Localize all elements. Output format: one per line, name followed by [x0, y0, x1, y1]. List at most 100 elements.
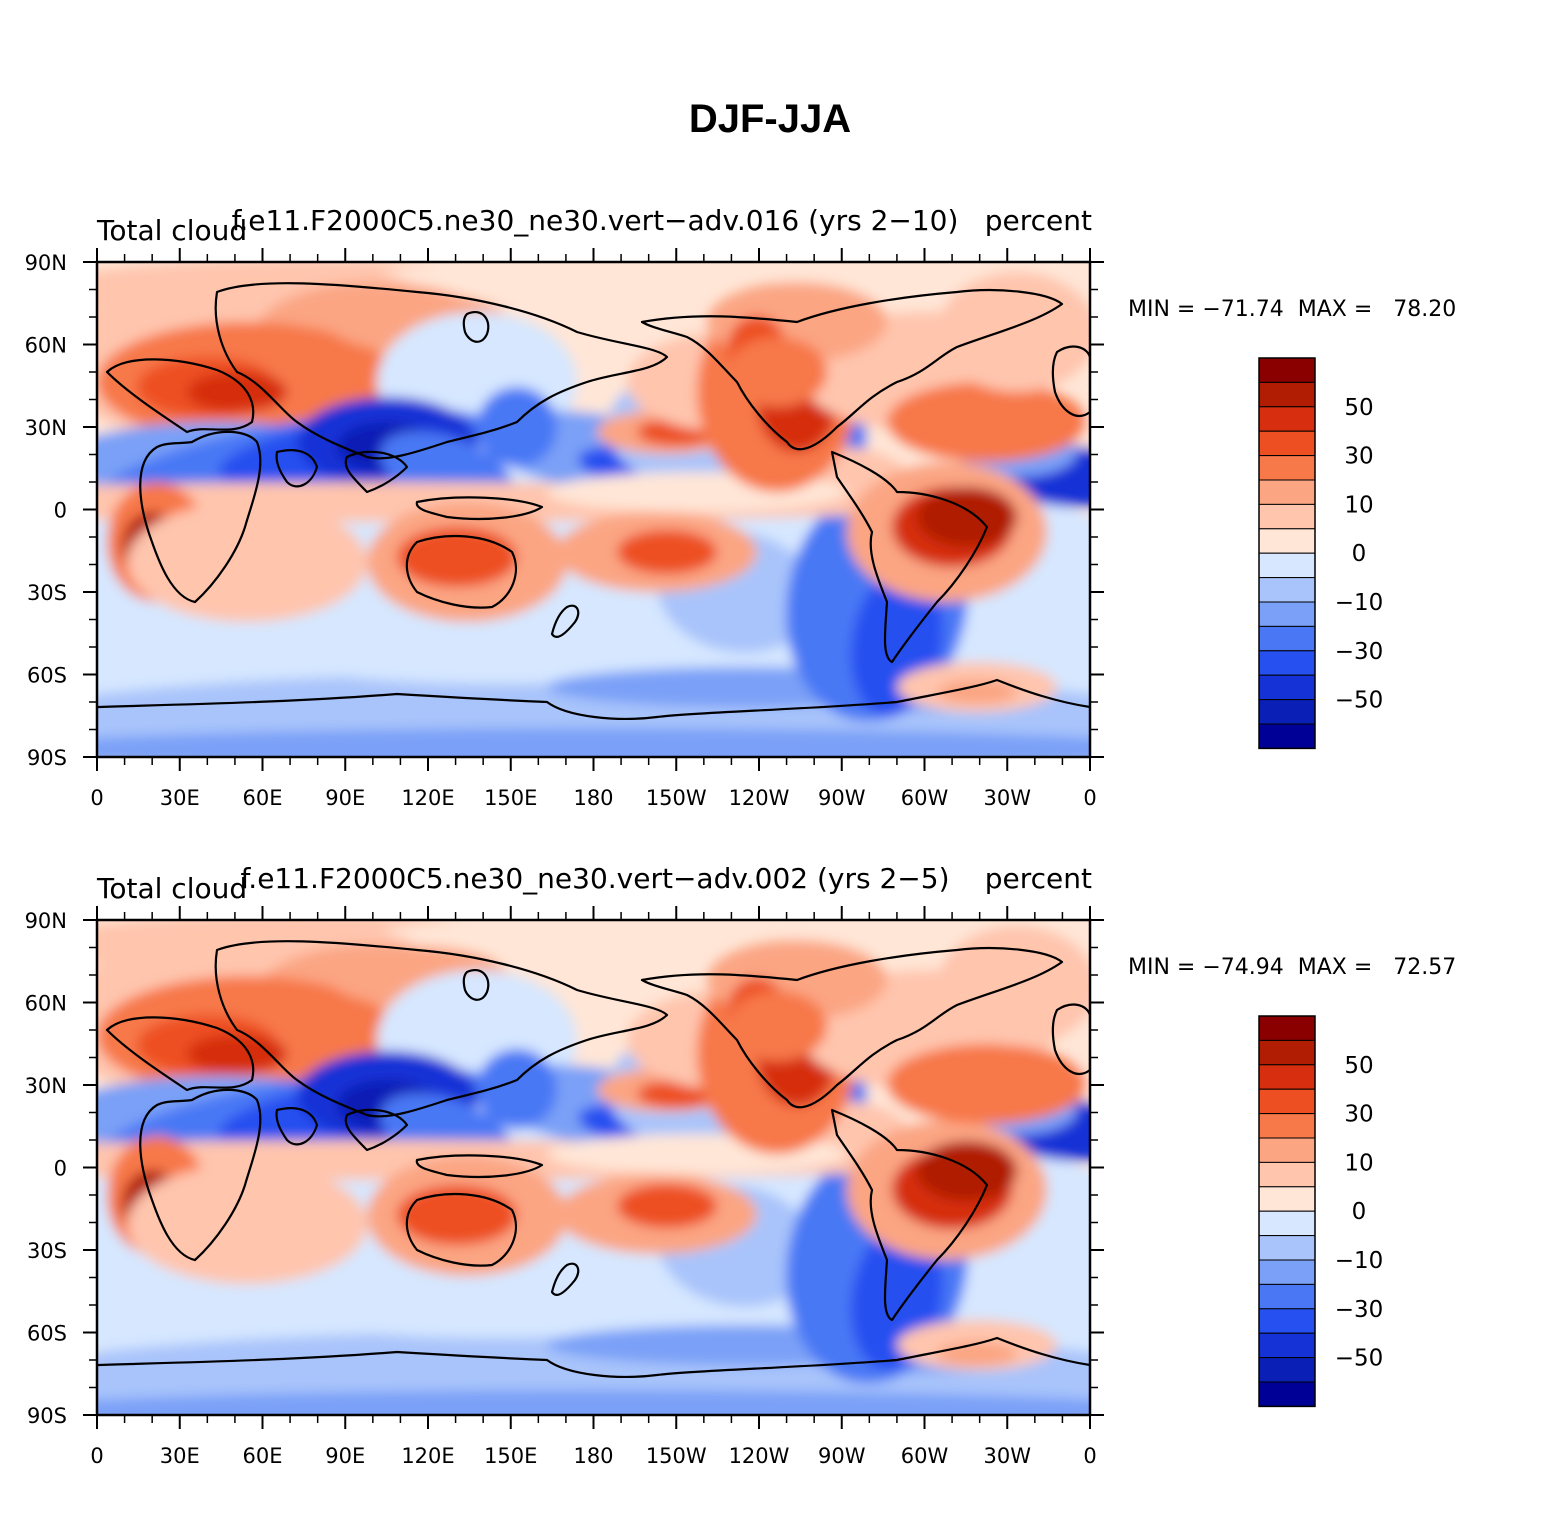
anomaly-region — [937, 272, 1090, 392]
colorbar-box — [1258, 357, 1316, 383]
coastline — [550, 1262, 580, 1296]
colorbar-box — [1258, 1137, 1316, 1163]
colorbar-box — [1258, 1186, 1316, 1212]
coastline — [1051, 1003, 1090, 1075]
axis-ticks: 0 30E 60E 90E 120E 150E 180 150W 120W 90W 60W 30W 09… — [25, 248, 1104, 810]
coastline — [139, 430, 262, 604]
anomaly-region — [937, 1342, 1017, 1366]
anomaly-region — [397, 1185, 517, 1245]
colorbar-box — [1258, 1161, 1316, 1188]
colorbar-box — [1258, 552, 1316, 579]
y-tick-label: 90N — [25, 909, 67, 933]
colorbar-label: −10 — [1335, 590, 1384, 616]
coastline — [462, 969, 490, 1001]
colorbar-label: −30 — [1335, 1297, 1384, 1323]
x-tick-label: 30W — [984, 786, 1032, 810]
colorbar-label: 10 — [1344, 1150, 1373, 1176]
x-tick-label: 90E — [325, 1444, 365, 1468]
colorbar-label: −50 — [1335, 1346, 1384, 1372]
colorbar-box — [1258, 723, 1316, 749]
x-tick-label: 90W — [818, 786, 866, 810]
x-tick-label: 30E — [160, 786, 200, 810]
figure-title: DJF-JJA — [689, 97, 851, 141]
colorbar-box — [1258, 1259, 1316, 1285]
x-tick-label: 120W — [729, 1444, 790, 1468]
coastline — [830, 1108, 989, 1322]
colorbar-box — [1258, 479, 1316, 505]
x-tick-label: 0 — [1083, 786, 1096, 810]
x-tick-label: 30E — [160, 1444, 200, 1468]
colorbar-label: 0 — [1352, 541, 1367, 567]
coastline — [275, 1107, 319, 1146]
colorbar-box — [1258, 1064, 1316, 1090]
coastline — [97, 1336, 1090, 1378]
colorbar-label: 10 — [1344, 492, 1373, 518]
anomaly-region — [127, 502, 367, 622]
colorbar-box — [1258, 1039, 1316, 1066]
x-tick-label: 90E — [325, 786, 365, 810]
colorbar-label: 30 — [1344, 1102, 1373, 1128]
colorbar-box — [1258, 577, 1316, 603]
panel-right-label: percent — [985, 862, 1092, 895]
colorbar-box — [1258, 1357, 1316, 1383]
colorbar-box — [1258, 1381, 1316, 1407]
coastline — [405, 534, 517, 609]
colorbar-label: 30 — [1344, 444, 1373, 470]
colorbar-box — [1258, 674, 1316, 701]
panel-left-label: Total cloud — [96, 214, 247, 247]
anomaly-region — [97, 1390, 1090, 1415]
colorbar-box — [1258, 1088, 1316, 1115]
colorbar-box — [1258, 455, 1316, 481]
min-max-stats: MIN = −74.94 MAX = 72.57 — [1128, 955, 1456, 980]
anomaly-region — [887, 1044, 1087, 1124]
x-tick-label: 180 — [573, 786, 613, 810]
panel-right-label: percent — [985, 204, 1092, 237]
colorbar: 50 30 10 0 −10 −30 −50 — [1258, 1015, 1384, 1408]
coastline — [1051, 345, 1090, 417]
colorbar-label: −50 — [1335, 688, 1384, 714]
coastline — [405, 1192, 517, 1267]
panel-case-title: f.e11.F2000C5.ne30_ne30.vert−adv.002 (yr… — [240, 862, 949, 895]
anomaly-region — [937, 926, 1090, 1046]
coastline — [139, 1088, 262, 1262]
anomaly-region — [917, 1141, 1017, 1201]
x-tick-label: 0 — [90, 1444, 103, 1468]
y-tick-label: 30N — [25, 416, 67, 440]
contour-field — [97, 262, 1090, 757]
coastline — [344, 450, 409, 494]
colorbar-box — [1258, 601, 1316, 627]
min-max-stats: MIN = −71.74 MAX = 78.20 — [1128, 297, 1456, 322]
x-tick-label: 60W — [901, 1444, 949, 1468]
x-tick-label: 150W — [646, 786, 707, 810]
coastline — [214, 940, 669, 1118]
anomaly-region — [97, 728, 1090, 757]
y-tick-label: 60S — [27, 1322, 67, 1346]
panel-left-label: Total cloud — [96, 872, 247, 905]
y-tick-label: 30N — [25, 1074, 67, 1098]
x-tick-label: 120W — [729, 786, 790, 810]
anomaly-region — [887, 382, 1087, 462]
x-tick-label: 0 — [1083, 1444, 1096, 1468]
coastline — [105, 1016, 255, 1092]
colorbar-box — [1258, 406, 1316, 432]
anomaly-region — [127, 1164, 367, 1284]
x-tick-label: 150E — [484, 1444, 537, 1468]
x-tick-label: 60W — [901, 786, 949, 810]
colorbar-box — [1258, 625, 1316, 652]
y-tick-label: 30S — [27, 1239, 67, 1263]
colorbar-box — [1258, 1283, 1316, 1310]
coastline — [275, 449, 319, 488]
anomaly-region — [617, 1184, 717, 1228]
x-tick-label: 90W — [818, 1444, 866, 1468]
colorbar-box — [1258, 1015, 1316, 1041]
x-tick-label: 150W — [646, 1444, 707, 1468]
colorbar-box — [1258, 1235, 1316, 1261]
coastlines — [97, 282, 1090, 720]
anomaly-region — [477, 387, 557, 467]
coastline — [830, 450, 989, 664]
axis-ticks: 0 30E 60E 90E 120E 150E 180 150W 120W 90W 60W 30W 09… — [25, 906, 1104, 1468]
panel-case-title: f.e11.F2000C5.ne30_ne30.vert−adv.016 (yr… — [232, 204, 959, 237]
x-tick-label: 0 — [90, 786, 103, 810]
x-tick-label: 120E — [401, 786, 454, 810]
